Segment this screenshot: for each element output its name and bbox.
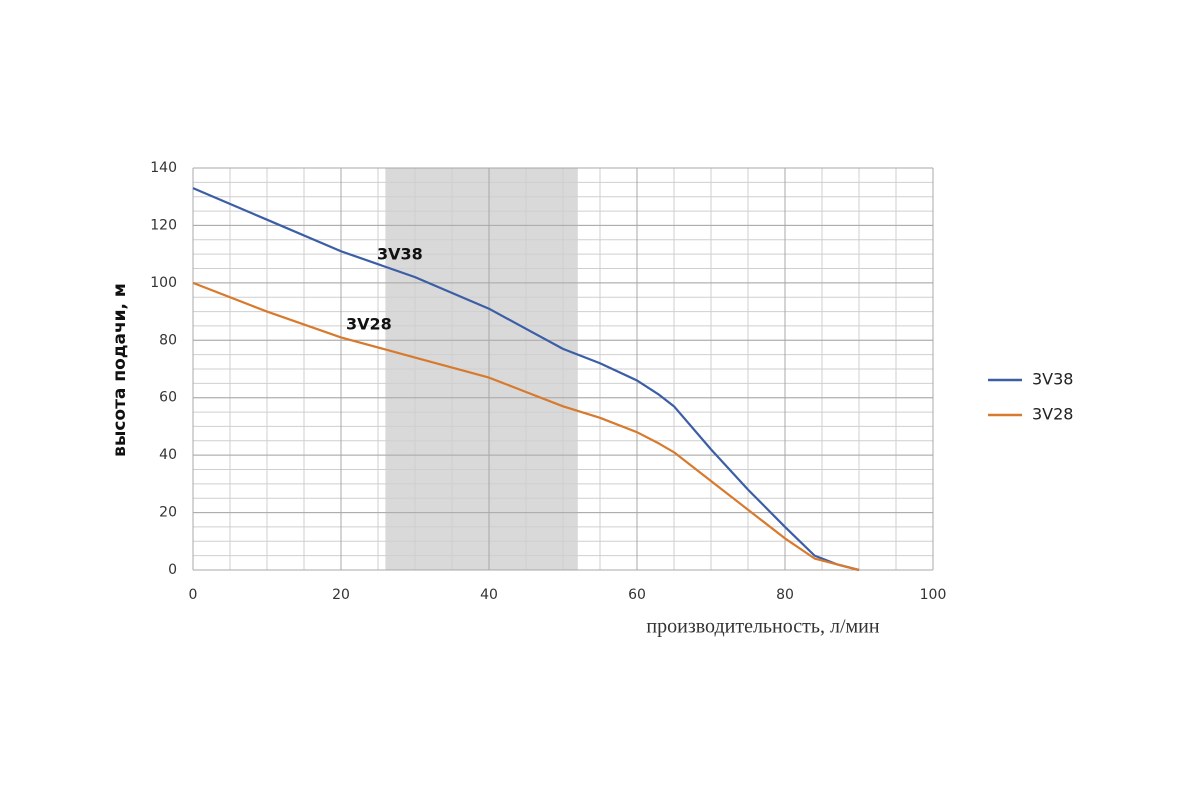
y-tick-label: 60	[159, 390, 177, 406]
x-tick-label: 0	[189, 587, 198, 603]
y-tick-label: 20	[159, 505, 177, 521]
x-axis-label: производительность, л/мин	[646, 616, 879, 638]
y-axis-label: высота подачи, м	[110, 283, 130, 457]
series-annotation: 3V28	[346, 315, 392, 334]
y-tick-label: 100	[150, 275, 177, 291]
y-tick-label: 140	[150, 160, 177, 176]
x-tick-label: 20	[332, 587, 350, 603]
x-tick-label: 80	[776, 587, 794, 603]
series-line	[192, 187, 860, 572]
series-annotation: 3V38	[377, 245, 423, 264]
y-tick-label: 0	[168, 562, 177, 578]
y-tick-label: 40	[159, 447, 177, 463]
y-tick-label: 120	[150, 217, 177, 233]
x-tick-label: 100	[920, 587, 947, 603]
y-tick-label: 80	[159, 332, 177, 348]
x-tick-label: 60	[628, 587, 646, 603]
x-tick-label: 40	[480, 587, 498, 603]
legend-label: 3V28	[1032, 405, 1073, 424]
legend-label: 3V38	[1032, 370, 1073, 389]
series-line	[192, 281, 860, 572]
